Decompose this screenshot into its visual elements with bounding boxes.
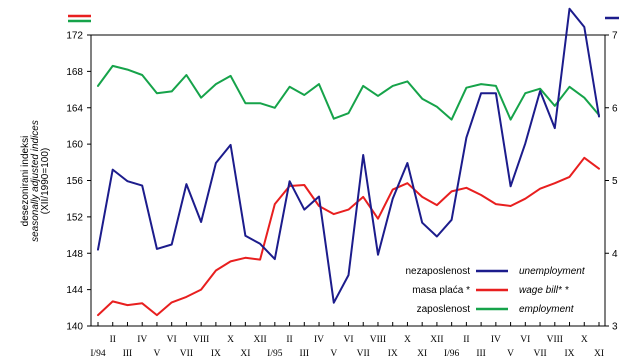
legend-label-en-unemployment: unemployment (519, 266, 586, 277)
left-tick-label: 152 (66, 212, 83, 223)
x-tick-label-lower: IX (388, 349, 398, 359)
x-tick-label-lower: VII (533, 349, 546, 359)
right-axis: 3 4 5 6 7 (605, 31, 618, 333)
right-tick-label: 3 (612, 322, 618, 333)
x-tick-label-lower: VII (357, 349, 370, 359)
y-axis-title-line-1: desezonirani indeksi (20, 136, 31, 227)
x-tick-label-lower: VII (180, 349, 193, 359)
x-tick-label-lower: XI (417, 349, 427, 359)
left-tick-label: 144 (66, 285, 83, 296)
series-line-unemployment (97, 7, 600, 304)
x-tick-label-upper: IV (137, 335, 147, 345)
x-tick-label-lower: V (154, 349, 161, 359)
x-tick-label-upper: VIII (547, 335, 563, 345)
plot-frame (90, 34, 606, 327)
left-tick-label: 160 (66, 140, 83, 151)
x-tick-label-lower: III (476, 349, 486, 359)
legend-label-employment: zaposlenost (417, 304, 471, 315)
x-tick-label-lower: IX (211, 349, 221, 359)
x-tick-label-upper: X (227, 335, 234, 345)
legend: nezaposlenost unemployment masa plaća * … (406, 266, 586, 315)
x-tick-label-lower: III (300, 349, 310, 359)
left-tick-label: 172 (66, 31, 83, 42)
y-axis-title-line-3: (XII/1990=100) (40, 148, 51, 214)
series-line-employment (97, 64, 600, 121)
series-layer (97, 7, 600, 317)
legend-label-unemployment: nezaposlenost (406, 266, 471, 277)
legend-label-en-wage-bill: wage bill* * (519, 285, 570, 296)
x-tick-label-lower: I/94 (90, 349, 106, 359)
left-tick-label: 148 (66, 249, 83, 260)
left-tick-label: 140 (66, 322, 83, 333)
x-tick-label-upper: II (463, 335, 469, 345)
x-tick-label-upper: VI (167, 335, 177, 345)
x-tick-label-upper: VI (520, 335, 530, 345)
x-tick-label-upper: VI (343, 335, 353, 345)
right-tick-label: 7 (612, 31, 618, 42)
x-tick-label-lower: V (330, 349, 337, 359)
x-tick-label-upper: XII (430, 335, 443, 345)
x-tick-label-upper: IV (314, 335, 324, 345)
x-tick-label-lower: XI (240, 349, 250, 359)
x-tick-label-upper: II (110, 335, 116, 345)
x-tick-label-upper: VIII (193, 335, 209, 345)
x-tick-label-upper: XII (253, 335, 266, 345)
legend-label-en-employment: employment (519, 304, 575, 315)
left-tick-label: 164 (66, 103, 83, 114)
y-axis-title: desezonirani indeksi seasonally adjusted… (20, 120, 51, 242)
x-tick-label-lower: XI (594, 349, 604, 359)
right-tick-label: 6 (612, 103, 618, 114)
x-tick-label-lower: I/95 (267, 349, 283, 359)
x-tick-label-lower: I/96 (444, 349, 460, 359)
right-tick-label: 4 (612, 249, 618, 260)
x-tick-label-upper: VIII (370, 335, 386, 345)
x-tick-label-lower: IX (565, 349, 575, 359)
x-tick-label-lower: V (507, 349, 514, 359)
y-axis-title-line-2: seasonally adjusted indices (30, 120, 41, 242)
left-tick-label: 168 (66, 67, 83, 78)
left-tick-label: 156 (66, 176, 83, 187)
right-tick-label: 5 (612, 176, 618, 187)
x-tick-label-upper: X (581, 335, 588, 345)
x-axis: II IV VI VIII X XII II IV VI VIII X XII II IV VI VIII XI… (90, 322, 604, 359)
series-line-wage-bill (97, 156, 600, 317)
x-tick-label-lower: III (123, 349, 133, 359)
x-tick-label-upper: II (286, 335, 292, 345)
x-tick-label-upper: X (404, 335, 411, 345)
left-axis: 140 144 148 152 156 160 164 168 172 (66, 31, 91, 333)
x-tick-label-upper: IV (491, 335, 501, 345)
legend-label-wage-bill: masa plaća * (412, 285, 470, 296)
